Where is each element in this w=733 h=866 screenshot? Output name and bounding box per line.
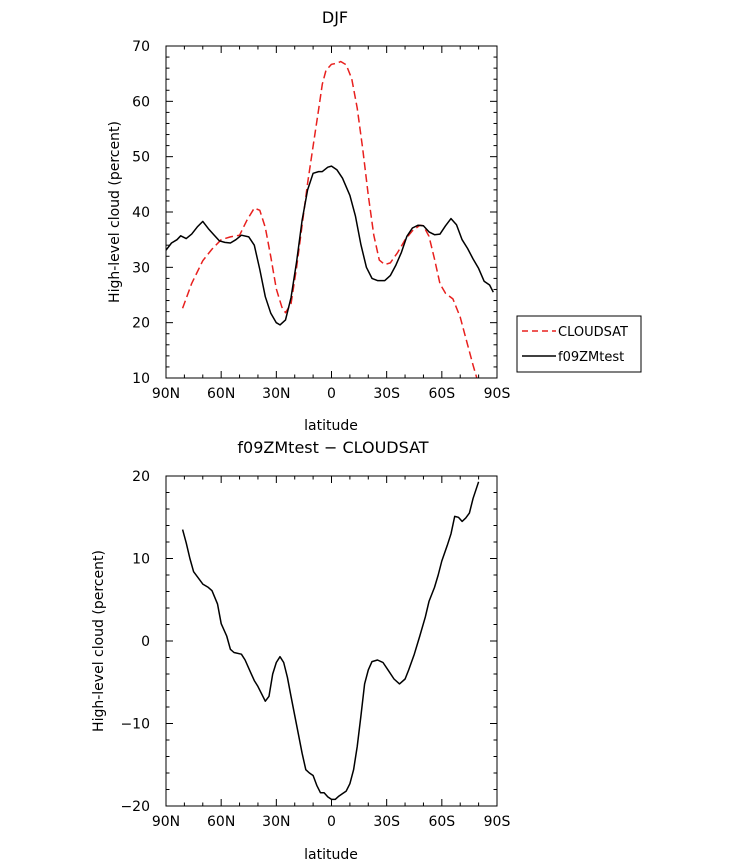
x-tick-label: 90N [152, 814, 180, 830]
y-tick-label: 10 [132, 552, 150, 568]
x-tick-label: 60N [207, 386, 235, 402]
y-tick-labels: 10 20 30 40 50 60 70 [132, 39, 150, 387]
x-tick-label: 0 [327, 386, 336, 402]
x-tick-label: 60N [207, 814, 235, 830]
y-tick-labels: −20 −10 0 10 20 [120, 469, 150, 815]
axis-ticks [165, 45, 498, 379]
x-tick-labels: 90N 60N 30N 0 30S 60S 90S [152, 814, 511, 830]
x-tick-labels: 90N 60N 30N 0 30S 60S 90S [152, 386, 511, 402]
y-tick-label: −10 [120, 717, 150, 733]
x-tick-label: 30N [262, 814, 290, 830]
chart-djf: DJF 90N 60N 30N 0 30S 60S 90S 10 20 30 40 50 60 70 l… [107, 8, 642, 434]
legend: CLOUDSAT f09ZMtest [516, 315, 642, 373]
x-tick-label: 0 [327, 814, 336, 830]
x-tick-label: 90N [152, 386, 180, 402]
legend-label-f09zmtest: f09ZMtest [558, 350, 624, 365]
y-tick-label: −20 [120, 799, 150, 815]
x-tick-label: 90S [484, 814, 511, 830]
x-tick-label: 60S [428, 814, 455, 830]
plot-frame [165, 475, 498, 807]
chart-title: DJF [322, 8, 348, 27]
plot-frame [165, 45, 498, 379]
y-tick-label: 60 [132, 94, 150, 110]
legend-box [516, 315, 642, 373]
chart-title: f09ZMtest − CLOUDSAT [237, 438, 428, 457]
x-tick-label: 30S [373, 386, 400, 402]
y-axis-label: High-level cloud (percent) [107, 121, 123, 303]
plot-area [165, 475, 498, 807]
series-line-difference-0 [181, 481, 480, 801]
y-tick-label: 30 [132, 260, 150, 276]
x-tick-label: 90S [484, 386, 511, 402]
plot-area [165, 45, 498, 379]
data-lines [181, 481, 480, 801]
y-tick-label: 10 [132, 371, 150, 387]
legend-label-cloudsat: CLOUDSAT [558, 325, 628, 340]
axis-ticks [165, 475, 498, 807]
y-tick-label: 50 [132, 150, 150, 166]
series-line-cloudsat [181, 60, 478, 379]
chart-difference: f09ZMtest − CLOUDSAT 90N 60N 30N 0 30S 60S 90S… [91, 438, 510, 863]
y-axis-label: High-level cloud (percent) [91, 550, 107, 732]
y-tick-label: 40 [132, 205, 150, 221]
data-lines [165, 60, 494, 379]
x-axis-label: latitude [304, 847, 358, 863]
y-tick-label: 70 [132, 39, 150, 55]
y-tick-label: 20 [132, 469, 150, 485]
x-axis-label: latitude [304, 418, 358, 434]
series-line-f09zmtest [165, 165, 494, 326]
x-tick-label: 60S [428, 386, 455, 402]
y-tick-label: 20 [132, 316, 150, 332]
x-tick-label: 30N [262, 386, 290, 402]
x-tick-label: 30S [373, 814, 400, 830]
y-tick-label: 0 [141, 634, 150, 650]
